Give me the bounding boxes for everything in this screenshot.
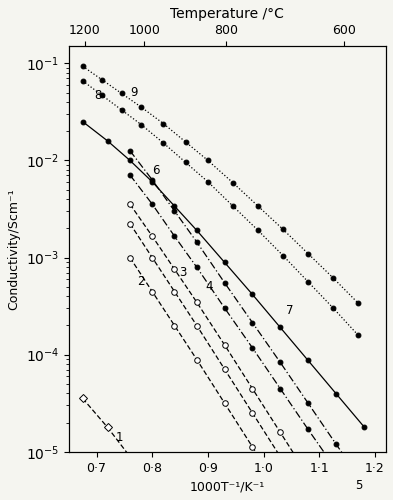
Text: 1: 1 (116, 430, 123, 444)
Text: 6: 6 (152, 164, 160, 176)
Y-axis label: Conductivity/Scm⁻¹: Conductivity/Scm⁻¹ (7, 188, 20, 310)
X-axis label: 1000T⁻¹/K⁻¹: 1000T⁻¹/K⁻¹ (190, 480, 265, 493)
Text: 2: 2 (137, 276, 144, 288)
Text: 5: 5 (355, 480, 363, 492)
Text: 8: 8 (95, 89, 102, 102)
X-axis label: Temperature /°C: Temperature /°C (171, 7, 284, 21)
Text: 3: 3 (179, 266, 186, 278)
Text: 4: 4 (205, 280, 213, 293)
Text: 9: 9 (130, 86, 138, 99)
Text: 7: 7 (286, 304, 293, 318)
